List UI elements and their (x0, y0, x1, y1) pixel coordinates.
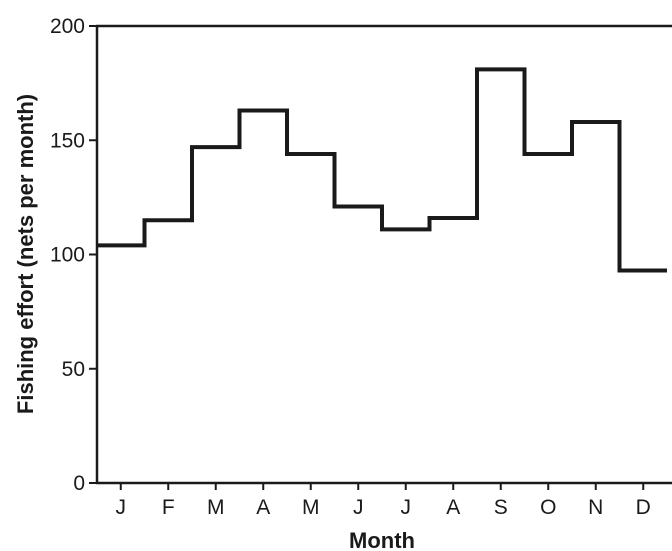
x-tick-label: A (256, 496, 270, 519)
x-tick-label: S (494, 496, 508, 519)
y-tick-label: 50 (62, 358, 85, 381)
y-axis-ticks: 0 50 100 150 200 (50, 15, 97, 495)
x-axis-title: Month (349, 528, 415, 551)
y-tick-label: 150 (50, 129, 85, 152)
y-tick-label: 200 (50, 15, 85, 38)
x-tick-label: J (116, 496, 127, 519)
x-tick-label: D (636, 496, 651, 519)
x-tick-label: A (446, 496, 460, 519)
y-tick-label: 100 (50, 244, 85, 267)
x-tick-label: J (401, 496, 412, 519)
series-step-line (97, 67, 667, 273)
x-tick-label: O (540, 496, 556, 519)
series-group (97, 67, 667, 273)
x-tick-label: M (207, 496, 225, 519)
y-axis-title: Fishing effort (nets per month) (13, 94, 38, 414)
x-tick-label: M (302, 496, 320, 519)
plot-frame (95, 24, 672, 485)
x-tick-label: N (588, 496, 603, 519)
x-tick-label: J (353, 496, 364, 519)
x-tick-label: F (162, 496, 175, 519)
y-tick-label: 0 (73, 472, 85, 495)
